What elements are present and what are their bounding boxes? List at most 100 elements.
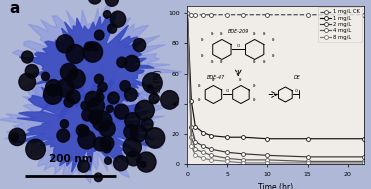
Circle shape: [117, 57, 127, 67]
Circle shape: [66, 69, 85, 88]
Text: a: a: [9, 1, 19, 16]
8 mg/L: [265, 162, 270, 164]
Circle shape: [106, 105, 113, 112]
Line: 2 mg/L: 2 mg/L: [186, 11, 365, 159]
Y-axis label: C/C₀ (%): C/C₀ (%): [154, 69, 162, 101]
8 mg/L: [225, 160, 230, 163]
Circle shape: [124, 55, 139, 71]
Circle shape: [142, 73, 162, 93]
Circle shape: [78, 130, 96, 149]
Circle shape: [127, 151, 141, 166]
Circle shape: [57, 79, 74, 97]
Circle shape: [66, 44, 84, 63]
4 mg/L: [185, 12, 190, 14]
4 mg/L: [265, 159, 270, 161]
Polygon shape: [0, 66, 174, 183]
Polygon shape: [12, 5, 184, 133]
1 mg/L: [225, 136, 230, 138]
1 mg/L: [201, 132, 206, 134]
Line: 8 mg/L: 8 mg/L: [186, 11, 365, 165]
Polygon shape: [19, 12, 159, 118]
8 mg/L: [185, 12, 190, 14]
4 mg/L: [189, 136, 194, 138]
Circle shape: [123, 138, 141, 156]
Legend: 1 mg/L CK, 1 mg/L, 2 mg/L, 4 mg/L, 8 mg/L: 1 mg/L CK, 1 mg/L, 2 mg/L, 4 mg/L, 8 mg/…: [318, 7, 362, 42]
Circle shape: [82, 109, 93, 121]
Circle shape: [137, 152, 156, 172]
Line: 4 mg/L: 4 mg/L: [186, 11, 365, 163]
1 mg/L CK: [201, 14, 206, 16]
8 mg/L: [189, 145, 194, 147]
4 mg/L: [241, 159, 246, 161]
Circle shape: [64, 97, 74, 107]
Circle shape: [99, 120, 115, 137]
Circle shape: [85, 91, 100, 107]
2 mg/L: [361, 156, 366, 158]
Circle shape: [147, 85, 153, 91]
1 mg/L: [189, 100, 194, 102]
Circle shape: [108, 92, 119, 104]
1 mg/L CK: [305, 14, 310, 16]
Circle shape: [133, 38, 146, 52]
Circle shape: [131, 125, 147, 142]
Circle shape: [161, 91, 178, 109]
1 mg/L: [305, 138, 310, 140]
Circle shape: [25, 64, 39, 78]
4 mg/L: [209, 154, 214, 156]
1 mg/L CK: [193, 14, 198, 16]
1 mg/L CK: [209, 14, 214, 16]
8 mg/L: [361, 162, 366, 164]
1 mg/L: [265, 138, 270, 140]
8 mg/L: [305, 162, 310, 164]
1 mg/L CK: [361, 14, 366, 16]
Circle shape: [102, 139, 111, 149]
8 mg/L: [201, 157, 206, 160]
Circle shape: [81, 101, 89, 110]
Circle shape: [78, 160, 89, 172]
Circle shape: [110, 11, 126, 27]
Circle shape: [60, 63, 77, 81]
8 mg/L: [193, 154, 198, 156]
Circle shape: [56, 35, 74, 53]
Circle shape: [10, 133, 19, 142]
Circle shape: [95, 30, 104, 40]
2 mg/L: [193, 141, 198, 143]
Circle shape: [105, 157, 111, 164]
Circle shape: [89, 110, 102, 124]
Circle shape: [76, 125, 88, 136]
Circle shape: [91, 110, 102, 122]
Circle shape: [135, 100, 154, 120]
Circle shape: [141, 118, 153, 131]
Circle shape: [149, 93, 159, 104]
1 mg/L CK: [185, 12, 190, 14]
Circle shape: [85, 42, 93, 51]
Circle shape: [96, 93, 104, 101]
2 mg/L: [241, 153, 246, 155]
1 mg/L: [209, 135, 214, 137]
Circle shape: [42, 72, 49, 81]
Circle shape: [125, 88, 137, 101]
Circle shape: [22, 51, 33, 63]
1 mg/L CK: [241, 14, 246, 16]
2 mg/L: [189, 125, 194, 128]
Polygon shape: [14, 72, 154, 172]
2 mg/L: [305, 156, 310, 158]
Circle shape: [145, 128, 165, 148]
2 mg/L: [209, 148, 214, 150]
Circle shape: [19, 73, 36, 91]
4 mg/L: [201, 151, 206, 153]
2 mg/L: [185, 12, 190, 14]
8 mg/L: [241, 162, 246, 164]
Circle shape: [94, 173, 102, 182]
1 mg/L: [241, 136, 246, 138]
Circle shape: [114, 104, 129, 119]
Circle shape: [104, 11, 111, 18]
X-axis label: Time (hr): Time (hr): [258, 183, 293, 189]
Circle shape: [60, 120, 69, 128]
2 mg/L: [265, 154, 270, 156]
Circle shape: [92, 44, 98, 51]
Circle shape: [93, 137, 106, 151]
Circle shape: [140, 161, 146, 167]
4 mg/L: [305, 160, 310, 163]
Circle shape: [83, 42, 102, 62]
